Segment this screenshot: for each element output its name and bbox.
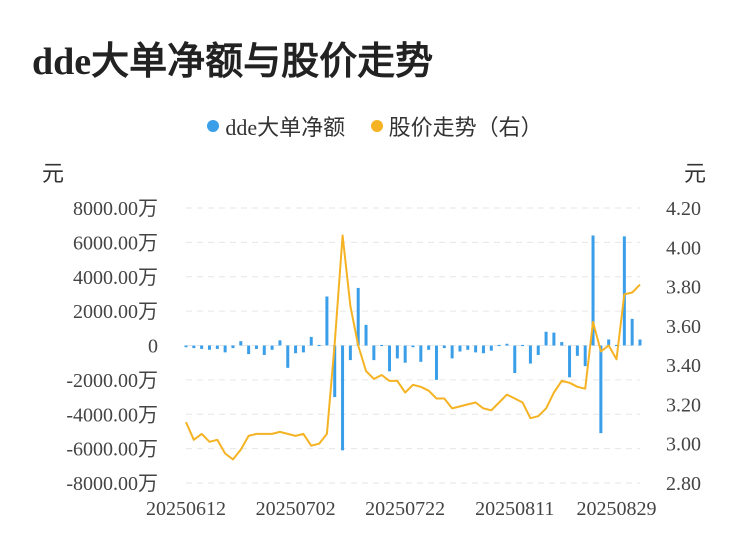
- legend-marker-dde: [207, 120, 220, 132]
- legend: dde大单净额 股价走势（右）: [0, 110, 750, 142]
- dde-bar: [427, 345, 431, 350]
- dde-bar: [419, 345, 423, 362]
- right-axis-tick-label: 2.80: [666, 473, 701, 495]
- dde-bar: [521, 344, 525, 347]
- left-axis-tick-label: -2000.00万: [66, 370, 158, 392]
- dde-bar: [388, 345, 392, 372]
- dde-bar: [262, 345, 266, 355]
- dde-bar: [622, 236, 626, 346]
- dde-bar: [301, 345, 305, 353]
- dde-bar: [184, 345, 188, 348]
- legend-item-price[interactable]: 股价走势（右）: [370, 110, 543, 142]
- dde-bar: [591, 235, 595, 346]
- dde-bar: [333, 345, 337, 398]
- dde-bar: [489, 345, 493, 351]
- left-axis-tick-label: -4000.00万: [66, 404, 158, 426]
- dde-bar: [207, 345, 211, 350]
- dde-bar: [247, 345, 251, 355]
- price-line: [185, 234, 641, 461]
- right-axis-tick-label: 3.80: [666, 277, 701, 299]
- right-axis-tick-label: 3.40: [666, 355, 701, 377]
- left-axis-tick-label: 4000.00万: [73, 267, 158, 289]
- dde-bar: [568, 345, 572, 378]
- dde-bar: [638, 339, 642, 346]
- dde-bar: [513, 345, 517, 373]
- dde-bar: [403, 345, 407, 363]
- left-axis-tick-label: -6000.00万: [66, 439, 158, 461]
- dde-bar: [215, 345, 219, 349]
- dde-bar: [192, 345, 196, 349]
- left-axis-unit: 元: [42, 161, 65, 186]
- dde-bar: [466, 345, 470, 350]
- dde-bar: [544, 331, 548, 346]
- dde-bar: [356, 287, 360, 346]
- dde-bar: [411, 345, 415, 348]
- dde-bar: [560, 342, 564, 346]
- dde-bar: [474, 345, 478, 353]
- dde-bar: [575, 345, 579, 356]
- x-axis-tick-label: 20250702: [256, 498, 336, 520]
- dde-bar: [325, 296, 329, 346]
- dde-bar: [348, 345, 352, 361]
- dde-bar: [278, 340, 282, 346]
- x-axis-tick-label: 20250811: [475, 498, 554, 520]
- x-axis-tick-label: 20250722: [365, 498, 445, 520]
- right-axis-tick-label: 3.20: [666, 394, 701, 416]
- dde-bar: [254, 345, 258, 349]
- dde-bar: [458, 345, 462, 352]
- dde-bar: [615, 344, 619, 347]
- dde-bar: [630, 318, 634, 346]
- dde-bar: [200, 345, 204, 349]
- left-axis-tick-label: 2000.00万: [73, 301, 158, 323]
- dde-bar: [341, 345, 345, 451]
- dde-bar: [434, 345, 438, 380]
- dde-bar: [270, 345, 274, 350]
- dde-bar: [528, 345, 532, 364]
- dde-bar: [505, 343, 509, 346]
- dde-bar: [442, 345, 446, 349]
- right-axis-tick-label: 3.60: [666, 316, 701, 338]
- x-axis-tick-label: 20250612: [146, 498, 226, 520]
- dde-bar: [395, 345, 399, 359]
- dde-bar: [536, 345, 540, 355]
- left-axis-tick-label: 0: [148, 336, 158, 358]
- dde-bar: [450, 345, 454, 359]
- dde-bar: [497, 344, 501, 347]
- legend-item-dde[interactable]: dde大单净额: [207, 110, 345, 142]
- left-axis-tick-label: 6000.00万: [73, 232, 158, 254]
- dde-bar: [481, 345, 485, 354]
- dde-bar: [239, 341, 243, 346]
- dde-bar: [583, 345, 587, 367]
- legend-label-price: 股价走势（右）: [388, 115, 543, 140]
- dde-bar: [309, 336, 313, 346]
- legend-label-dde: dde大单净额: [225, 115, 346, 140]
- chart-title: dde大单净额与股价走势: [32, 41, 434, 83]
- dde-bar: [372, 345, 376, 361]
- left-axis-tick-label: 8000.00万: [73, 198, 158, 220]
- right-axis-tick-label: 4.00: [666, 237, 701, 259]
- dde-bar: [286, 345, 290, 368]
- dde-bar: [364, 324, 368, 346]
- dde-bar: [223, 345, 227, 353]
- dde-bar: [294, 345, 298, 354]
- dde-bar: [231, 345, 235, 349]
- dde-bar: [552, 332, 556, 346]
- legend-marker-price: [370, 120, 383, 132]
- dde-bar: [599, 345, 603, 434]
- dde-bar: [317, 344, 321, 347]
- dde-bar: [380, 344, 384, 347]
- dde-bar: [607, 339, 611, 346]
- x-axis-tick-label: 20250829: [577, 498, 657, 520]
- right-axis-unit: 元: [684, 161, 707, 186]
- right-axis-tick-label: 4.20: [666, 198, 701, 220]
- right-axis-tick-label: 3.00: [666, 434, 701, 456]
- left-axis-tick-label: -8000.00万: [66, 473, 158, 495]
